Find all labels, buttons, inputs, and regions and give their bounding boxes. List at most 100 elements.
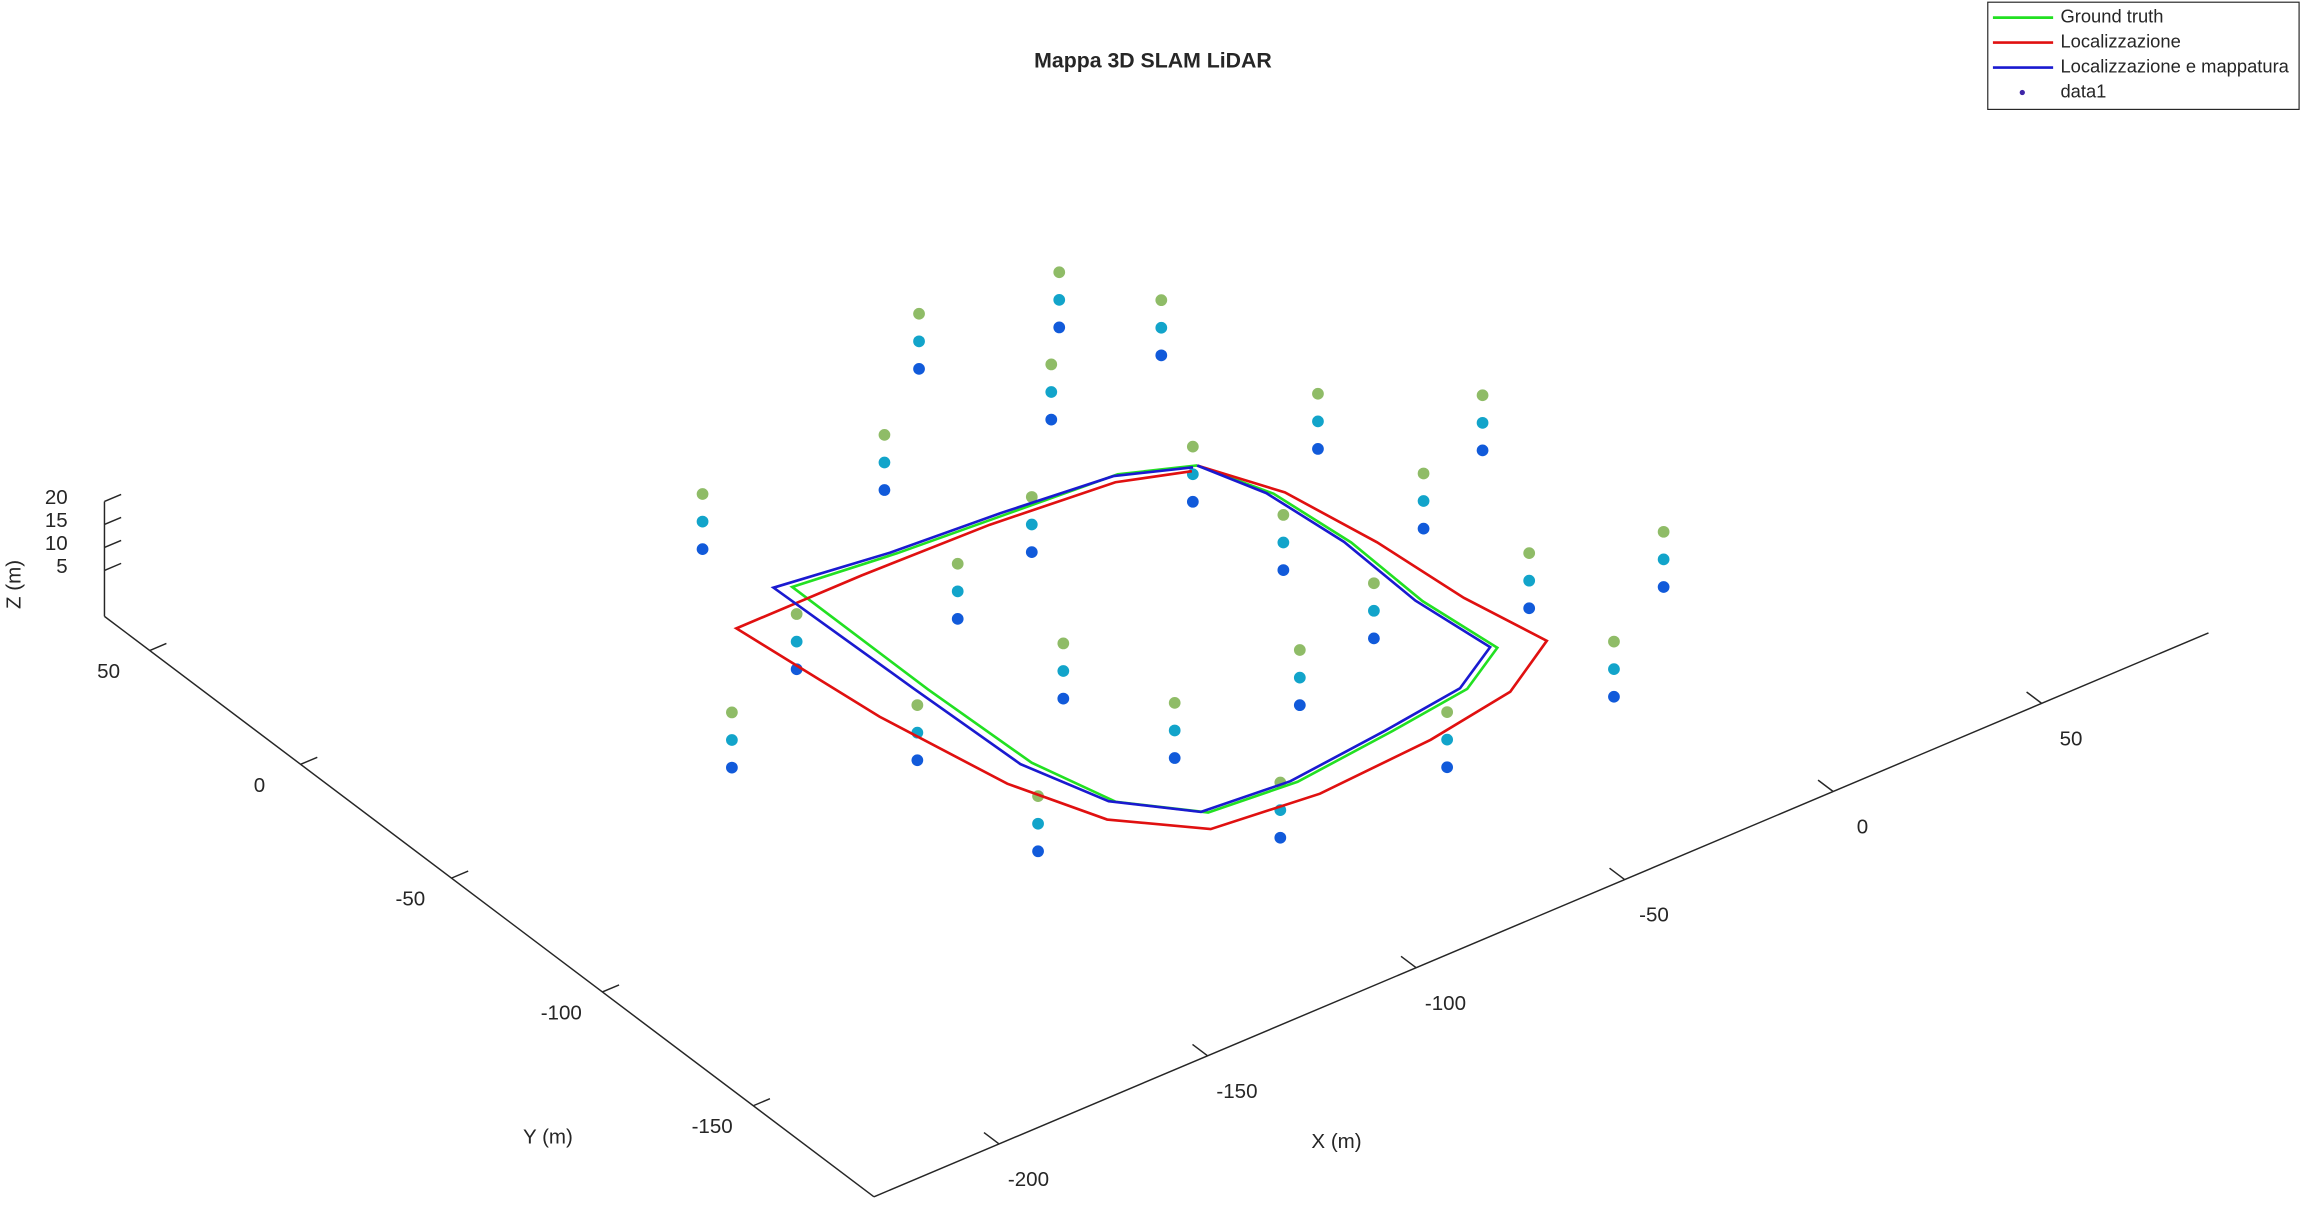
point: [726, 734, 738, 746]
y-tick-label: 0: [254, 774, 265, 797]
point: [1053, 293, 1066, 306]
point: [951, 557, 964, 570]
y-tick: [300, 756, 318, 766]
point: [1368, 577, 1380, 590]
point: [696, 543, 709, 556]
z-tick: [104, 493, 122, 503]
point: [1186, 440, 1199, 453]
point: [1025, 491, 1038, 503]
point: [1476, 416, 1489, 429]
legend-box: [1987, 1, 2300, 110]
point: [1441, 761, 1454, 774]
point: [1057, 692, 1070, 705]
point: [1312, 443, 1324, 455]
point: [1045, 386, 1058, 398]
point: [726, 706, 738, 719]
legend: Ground truth Localizzazione Localizzazione…: [1992, 5, 2290, 101]
x-tick: [983, 1131, 1000, 1145]
point: [913, 363, 925, 375]
point: [951, 613, 964, 625]
legend-label: Localizzazione: [2060, 30, 2180, 51]
point: [913, 335, 925, 348]
point: [1657, 581, 1670, 593]
z-tick-label: 10: [45, 532, 68, 555]
point: [790, 635, 803, 648]
y-tick-label: -100: [541, 1001, 582, 1024]
point: [790, 608, 803, 620]
point: [1045, 358, 1058, 371]
y-axis-label: Y (m): [523, 1125, 573, 1148]
point: [1168, 697, 1181, 709]
x-tick-label: 50: [2060, 728, 2083, 751]
point: [1523, 574, 1536, 587]
point: [1186, 495, 1199, 508]
x-tick-label: 0: [1857, 816, 1868, 839]
point: [1053, 266, 1066, 279]
point: [1368, 604, 1380, 617]
legend-label: Ground truth: [2060, 5, 2163, 26]
z-tick: [104, 516, 122, 526]
point: [1277, 509, 1290, 521]
point: [1155, 321, 1168, 334]
point: [1168, 724, 1181, 737]
point: [911, 699, 924, 711]
point: [1476, 444, 1489, 457]
point: [1045, 413, 1058, 426]
point: [696, 488, 709, 500]
point: [1293, 644, 1306, 656]
point: [1608, 690, 1620, 703]
legend-marker: [2019, 89, 2025, 96]
y-tick-label: -50: [396, 888, 426, 911]
point: [696, 515, 709, 528]
point: [1032, 845, 1044, 858]
point: [1025, 546, 1038, 558]
x-tick-label: -150: [1216, 1080, 1257, 1103]
point: [1293, 671, 1306, 684]
z-axis-label: Z (m): [2, 560, 25, 609]
x-axis-label: X (m): [1311, 1130, 1361, 1153]
point: [951, 585, 964, 598]
point: [1417, 495, 1430, 507]
point: [1057, 637, 1070, 650]
x-tick: [1817, 779, 1834, 793]
y-tick: [451, 870, 469, 879]
z-tick-label: 20: [45, 486, 68, 509]
legend-label: Localizzazione e mappatura: [2060, 55, 2289, 76]
point: [911, 754, 924, 767]
x-tick-label: -200: [1008, 1168, 1049, 1191]
point: [1168, 752, 1181, 764]
point: [1277, 536, 1290, 549]
z-tick-label: 15: [45, 509, 68, 532]
z-tick-label: 5: [56, 555, 67, 578]
point: [726, 761, 738, 774]
z-tick: [104, 562, 122, 572]
point: [1441, 733, 1454, 746]
point: [1417, 467, 1430, 480]
point: [1057, 665, 1070, 677]
x-tick-label: -50: [1639, 904, 1669, 927]
point: [1368, 632, 1380, 645]
point: [1476, 389, 1489, 402]
point: [1312, 415, 1324, 428]
x-tick: [2026, 691, 2043, 704]
point: [1312, 387, 1324, 400]
x-tick: [1400, 955, 1417, 969]
point: [1186, 468, 1199, 481]
point: [1608, 635, 1620, 648]
point: [878, 429, 891, 441]
y-tick: [149, 642, 167, 652]
point: [1053, 321, 1066, 334]
x-tick-label: -100: [1425, 992, 1466, 1015]
x-tick: [1192, 1043, 1209, 1057]
point: [1155, 294, 1168, 307]
point: [1523, 547, 1536, 559]
legend-label: data1: [2060, 80, 2106, 101]
point: [1277, 564, 1290, 576]
y-tick-label: 50: [97, 660, 120, 683]
point: [1523, 602, 1536, 615]
point: [1274, 831, 1287, 844]
x-axis-line: [873, 632, 2209, 1198]
point: [1441, 706, 1454, 718]
